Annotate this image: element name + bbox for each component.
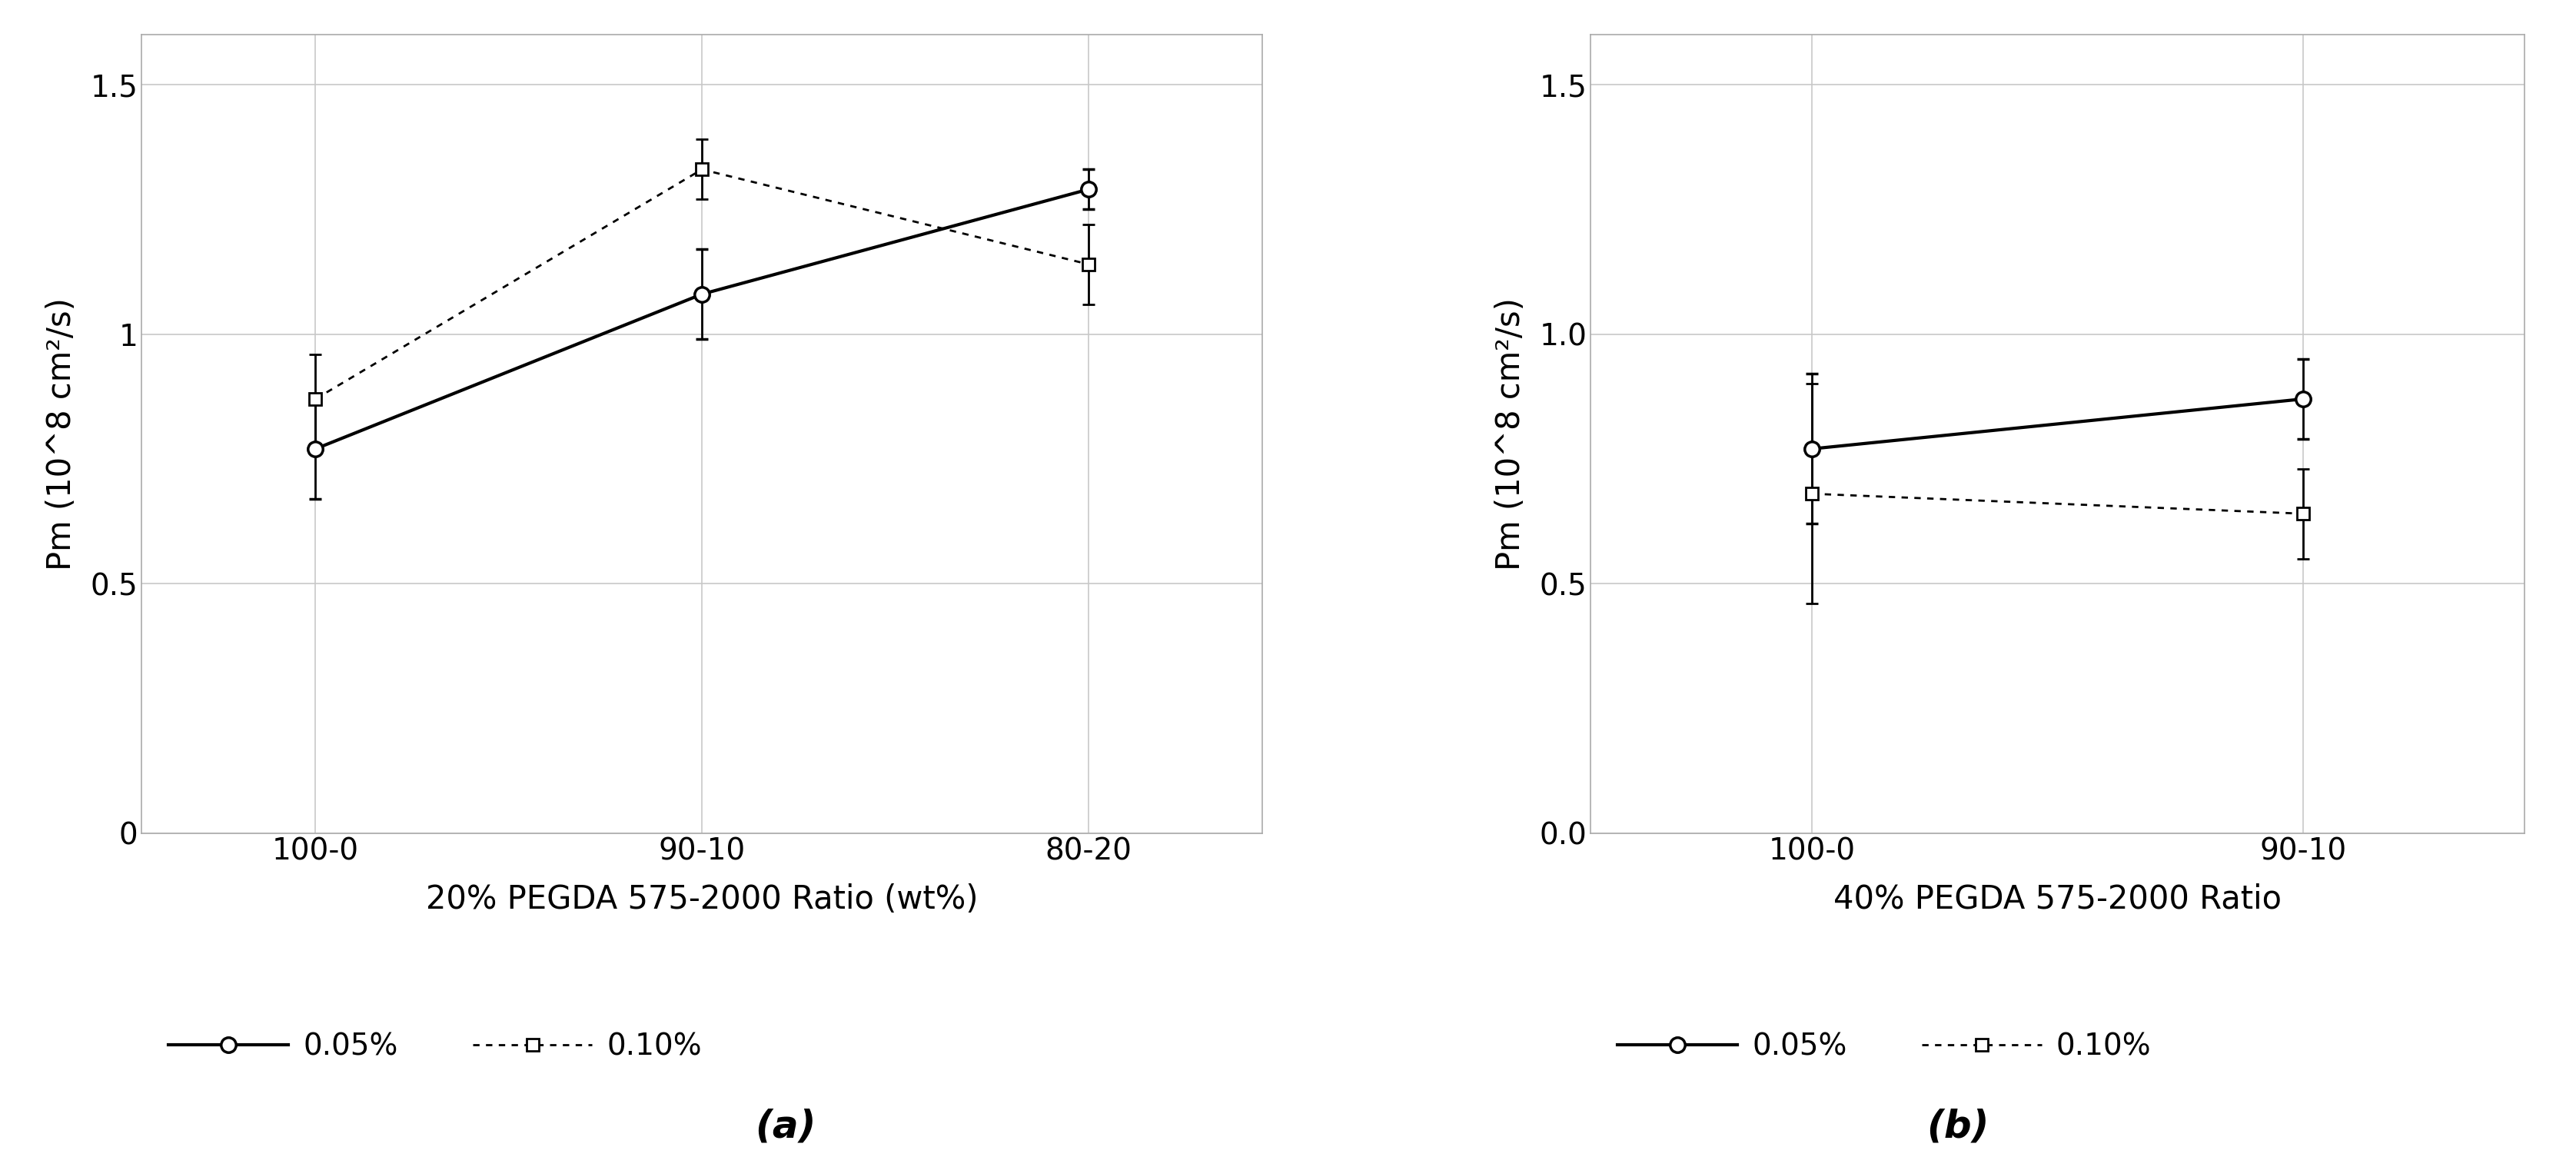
Text: (a): (a) <box>755 1108 817 1145</box>
X-axis label: 20% PEGDA 575-2000 Ratio (wt%): 20% PEGDA 575-2000 Ratio (wt%) <box>425 883 979 915</box>
Text: (b): (b) <box>1927 1108 1989 1145</box>
Y-axis label: Pm (10^8 cm²/s): Pm (10^8 cm²/s) <box>46 297 77 570</box>
Y-axis label: Pm (10^8 cm²/s): Pm (10^8 cm²/s) <box>1494 297 1528 570</box>
Legend: 0.05%, 0.10%: 0.05%, 0.10% <box>157 1020 714 1074</box>
Legend: 0.05%, 0.10%: 0.05%, 0.10% <box>1605 1020 2164 1074</box>
X-axis label: 40% PEGDA 575-2000 Ratio: 40% PEGDA 575-2000 Ratio <box>1834 883 2282 915</box>
